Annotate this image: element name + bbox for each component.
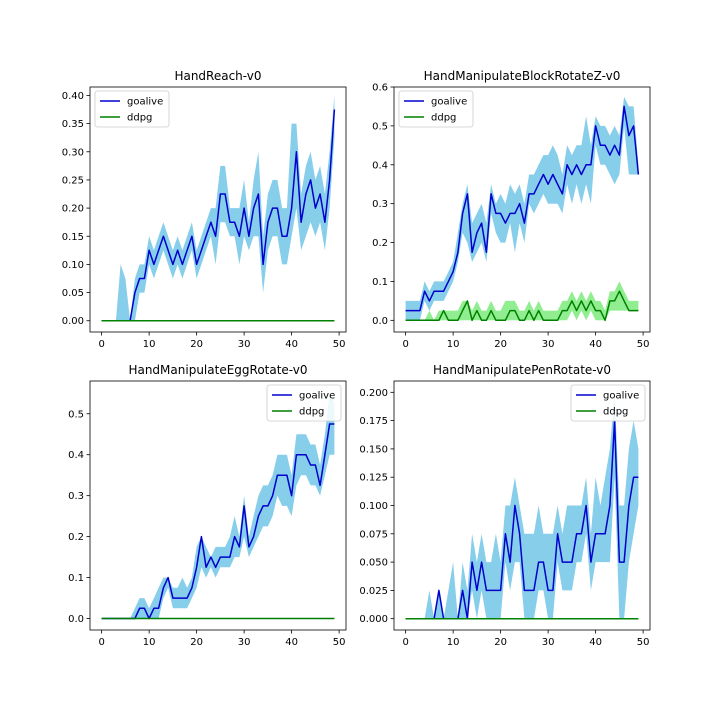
y-tick-label: 0.3: [372, 199, 388, 210]
legend-label-goalive: goalive: [299, 391, 335, 402]
y-tick-label: 0.1: [372, 277, 388, 288]
x-tick-label: 40: [285, 637, 298, 648]
legend-label-ddpg: ddpg: [431, 113, 456, 124]
y-tick-label: 0.4: [68, 450, 84, 461]
series-band-ddpg: [405, 281, 639, 321]
chart-title: HandReach-v0: [174, 69, 261, 83]
y-tick-label: 0.30: [62, 147, 84, 158]
series-band-goalive: [405, 392, 639, 619]
y-tick-label: 0.025: [359, 586, 388, 597]
x-tick-label: 50: [637, 637, 650, 648]
chart-title: HandManipulateBlockRotateZ-v0: [424, 69, 621, 83]
y-tick-label: 0.125: [359, 473, 388, 484]
y-tick-label: 0.1: [68, 573, 84, 584]
y-tick-label: 0.100: [359, 501, 388, 512]
x-tick-label: 0: [402, 339, 408, 350]
y-tick-label: 0.00: [62, 316, 84, 327]
y-tick-label: 0.40: [62, 91, 84, 102]
x-tick-label: 0: [98, 339, 104, 350]
x-tick-label: 10: [143, 339, 156, 350]
legend-frame: [570, 384, 646, 422]
x-tick-label: 50: [333, 339, 346, 350]
y-tick-label: 0.4: [372, 160, 388, 171]
y-tick-label: 0.3: [68, 491, 84, 502]
y-tick-label: 0.2: [372, 238, 388, 249]
y-tick-label: 0.35: [62, 119, 84, 130]
y-tick-label: 0.0: [68, 614, 84, 625]
legend-frame: [266, 384, 342, 422]
x-tick-label: 40: [589, 339, 602, 350]
chart-panel-3: 0 10 20 30 40 50 0.0 0.1 0.2 0.3 0.4 0.5 HandManipul…: [68, 363, 347, 648]
y-tick-label: 0.5: [372, 121, 388, 132]
x-tick-label: 30: [542, 637, 555, 648]
series-line-goalive: [101, 423, 335, 620]
y-tick-label: 0.05: [62, 288, 84, 299]
x-tick-label: 40: [589, 637, 602, 648]
x-tick-label: 30: [238, 339, 251, 350]
series-band-goalive: [101, 95, 335, 321]
x-tick-label: 40: [285, 339, 298, 350]
axes-frame: [89, 380, 347, 631]
y-tick-label: 0.10: [62, 260, 84, 271]
x-tick-label: 20: [494, 637, 507, 648]
legend: goalive ddpg: [94, 90, 170, 128]
x-tick-label: 30: [542, 339, 555, 350]
y-tick-label: 0.050: [359, 558, 388, 569]
y-tick-label: 0.200: [359, 388, 388, 399]
axes-frame: [89, 86, 347, 333]
y-tick-label: 0.15: [62, 232, 84, 243]
y-tick-label: 0.20: [62, 204, 84, 215]
y-tick-label: 0.075: [359, 529, 388, 540]
chart-title: HandManipulateEggRotate-v0: [128, 363, 307, 377]
x-tick-label: 10: [447, 637, 460, 648]
y-tick-label: 0.2: [68, 532, 84, 543]
y-tick-label: 0.150: [359, 444, 388, 455]
y-tick-label: 0.5: [68, 409, 84, 420]
x-tick-label: 20: [190, 637, 203, 648]
x-tick-label: 10: [447, 339, 460, 350]
x-tick-label: 0: [98, 637, 104, 648]
legend-label-ddpg: ddpg: [299, 407, 324, 418]
x-tick-label: 10: [143, 637, 156, 648]
series-band-goalive: [101, 393, 335, 619]
series-line-ddpg: [405, 290, 639, 322]
x-tick-label: 50: [333, 637, 346, 648]
legend-label-goalive: goalive: [431, 97, 467, 108]
x-tick-label: 20: [494, 339, 507, 350]
x-tick-label: 50: [637, 339, 650, 350]
legend-frame: [94, 90, 170, 128]
legend-label-ddpg: ddpg: [603, 407, 628, 418]
legend-label-goalive: goalive: [603, 391, 639, 402]
legend: goalive ddpg: [570, 384, 646, 422]
series-line-goalive: [405, 105, 640, 312]
y-tick-label: 0.175: [359, 416, 388, 427]
legend-label-goalive: goalive: [127, 97, 163, 108]
legend-frame: [398, 90, 474, 128]
axes-frame: [393, 86, 651, 333]
chart-panel-1: 0 10 20 30 40 50 0.00 0.05 0.10 0.15 0.20 0.25 0.30 0…: [62, 69, 347, 350]
x-tick-label: 0: [402, 637, 408, 648]
x-tick-label: 30: [238, 637, 251, 648]
series-line-goalive: [101, 109, 336, 322]
chart-panel-4: 0 10 20 30 40 50 0.000 0.025 0.050 0.075 0.100 0.12…: [359, 363, 651, 648]
series-band-goalive: [405, 96, 639, 321]
y-tick-label: 0.25: [62, 175, 84, 186]
legend: goalive ddpg: [266, 384, 342, 422]
legend-label-ddpg: ddpg: [127, 113, 152, 124]
chart-panel-2: 0 10 20 30 40 50 0.0 0.1 0.2 0.3 0.4 0.5 0.6 HandMani…: [372, 69, 651, 350]
y-tick-label: 0.000: [359, 614, 388, 625]
legend: goalive ddpg: [398, 90, 474, 128]
chart-title: HandManipulatePenRotate-v0: [433, 363, 611, 377]
y-tick-label: 0.0: [372, 316, 388, 327]
x-tick-label: 20: [190, 339, 203, 350]
y-tick-label: 0.6: [372, 83, 388, 94]
